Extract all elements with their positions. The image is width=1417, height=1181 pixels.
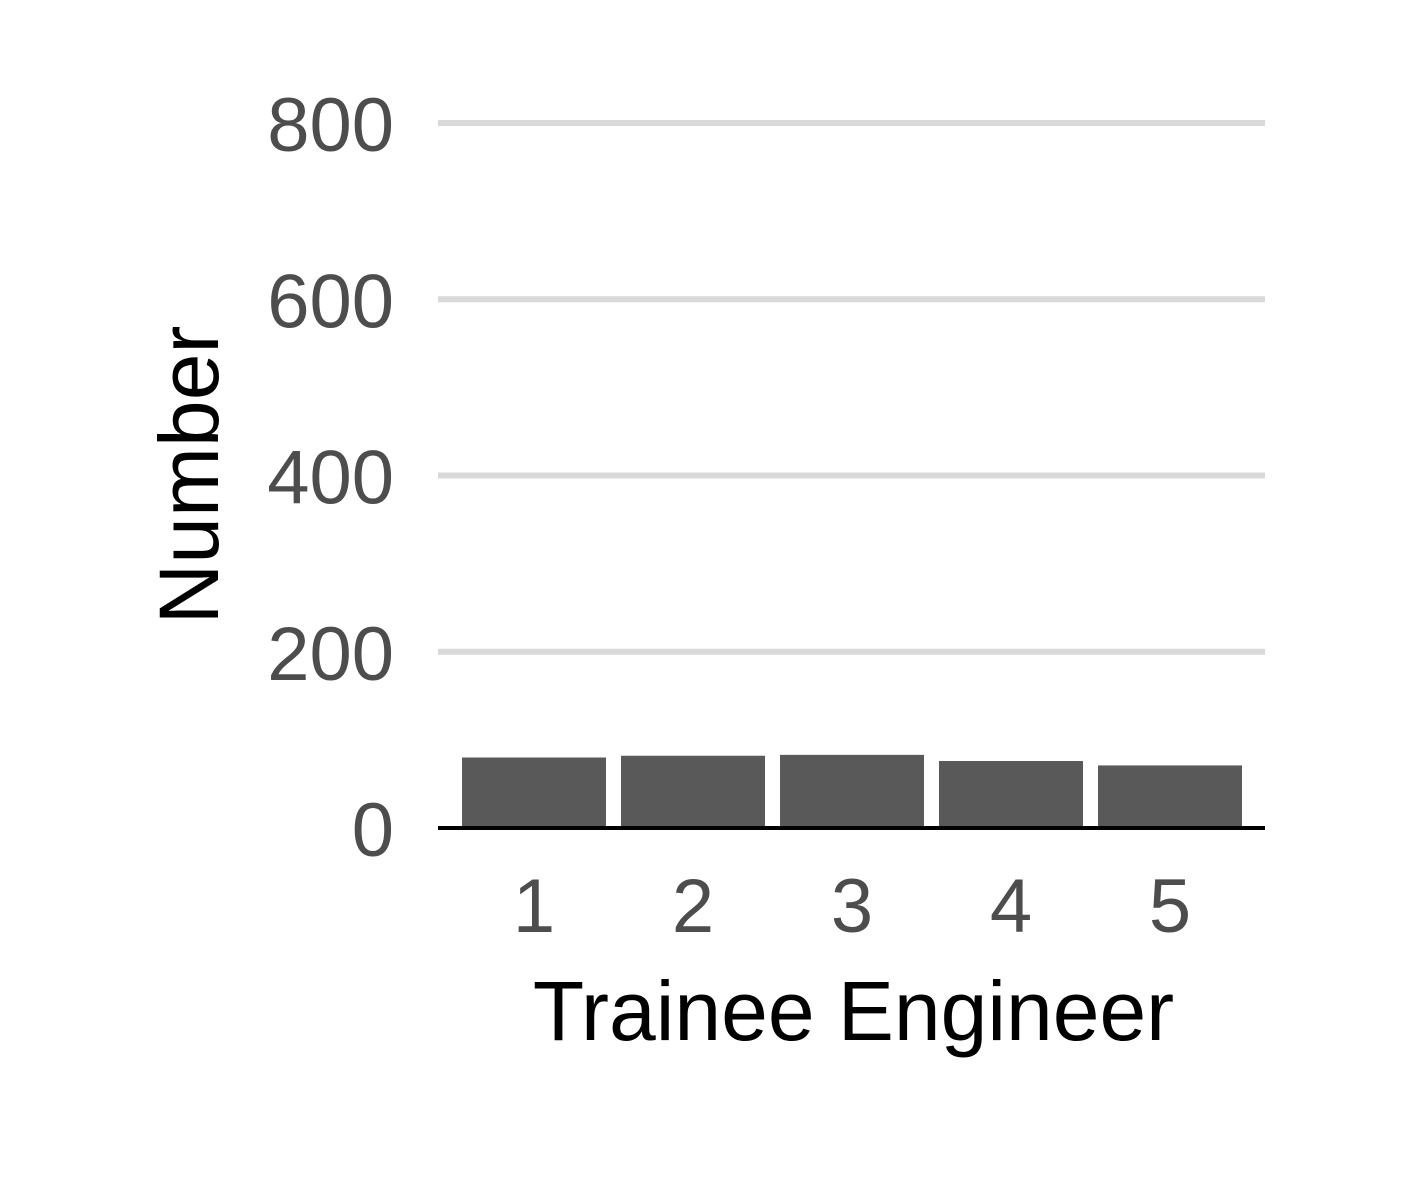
y-tick-label: 400	[267, 436, 394, 521]
bars	[462, 754, 1242, 828]
y-tick-label: 800	[267, 83, 394, 168]
y-tick-label: 0	[352, 788, 394, 873]
bar-2	[621, 755, 765, 828]
x-tick-label: 4	[990, 864, 1032, 949]
x-tick-label: 3	[831, 864, 873, 949]
y-axis-tick-labels: 0 200 400 600 800	[267, 83, 394, 873]
bar-5	[1098, 765, 1242, 828]
x-axis-tick-labels: 1 2 3 4 5	[513, 864, 1191, 949]
bar-3	[780, 754, 924, 828]
x-axis-title: Trainee Engineer	[533, 964, 1174, 1058]
x-tick-label: 1	[513, 864, 555, 949]
gridlines	[438, 120, 1265, 655]
y-tick-label: 600	[267, 259, 394, 344]
bar-1	[462, 757, 606, 828]
x-tick-label: 5	[1149, 864, 1191, 949]
x-tick-label: 2	[672, 864, 714, 949]
y-tick-label: 200	[267, 612, 394, 697]
bar-4	[939, 761, 1083, 828]
y-axis-title: Number	[142, 326, 236, 625]
